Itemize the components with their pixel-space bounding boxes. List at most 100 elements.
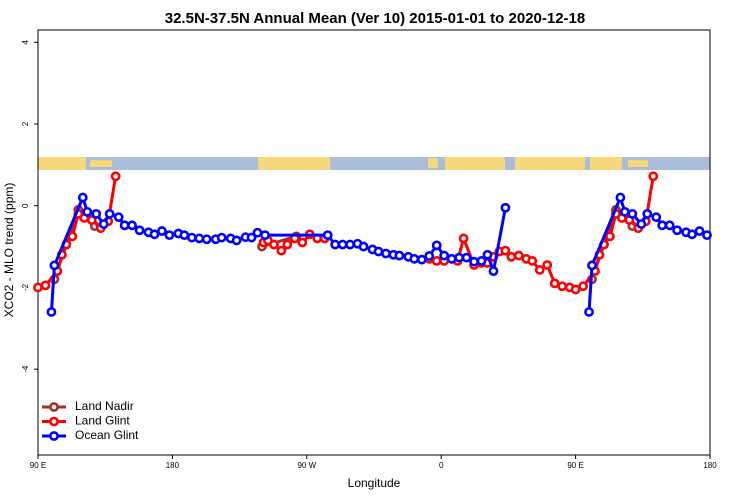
data-point: [642, 208, 653, 219]
plot-frame: [37, 29, 711, 456]
data-point: [157, 226, 167, 236]
data-point: [619, 206, 630, 217]
data-point: [201, 234, 212, 245]
series: [33, 171, 659, 295]
map-strip: [38, 157, 710, 170]
legend-label: Land Nadir: [75, 399, 134, 413]
y-axis-title: XCO2 - MLO trend (ppm): [2, 183, 16, 318]
data-point: [416, 254, 427, 265]
data-point: [527, 255, 538, 266]
data-point: [500, 245, 511, 256]
data-point: [216, 232, 227, 243]
data-point: [542, 260, 553, 270]
data-point: [33, 282, 43, 293]
legend-label: Ocean Glint: [75, 428, 139, 442]
data-point: [46, 307, 57, 317]
data-point: [587, 260, 597, 271]
data-point: [381, 248, 391, 259]
data-point: [297, 237, 308, 248]
data-point: [458, 233, 469, 244]
legend-label: Land Glint: [75, 414, 130, 428]
data-point: [186, 232, 197, 243]
y-tick-label: 4: [21, 39, 30, 44]
data-point: [687, 229, 697, 240]
data-point: [513, 250, 524, 261]
data-point: [488, 266, 499, 277]
data-point: [164, 230, 175, 241]
data-point: [672, 225, 683, 236]
data-point: [409, 253, 420, 264]
data-point: [49, 260, 60, 271]
data-point: [506, 251, 517, 262]
y-tick-label: -2: [21, 283, 30, 291]
data-point: [86, 215, 97, 225]
data-point: [454, 252, 465, 263]
data-point: [373, 246, 384, 257]
data-point: [119, 220, 130, 231]
series: [46, 192, 712, 317]
legend-marker: [49, 416, 59, 427]
data-point: [534, 264, 545, 275]
data-point: [98, 219, 109, 230]
data-point: [127, 220, 137, 231]
data-point: [424, 251, 435, 261]
data-point: [276, 245, 287, 256]
data-point: [231, 235, 242, 246]
data-point: [260, 230, 270, 241]
series-line: [37, 176, 118, 289]
data-point: [584, 307, 594, 317]
data-point: [482, 249, 493, 260]
data-point: [113, 212, 124, 223]
data-point: [664, 220, 675, 231]
data-point: [252, 227, 263, 238]
data-point: [82, 206, 93, 217]
data-point: [431, 240, 442, 251]
data-point: [91, 208, 102, 219]
data-point: [627, 208, 638, 219]
y-tick-label: -4: [21, 365, 30, 373]
data-point: [282, 239, 293, 250]
legend-marker: [49, 402, 59, 412]
data-point: [476, 255, 487, 266]
data-point: [269, 239, 279, 250]
x-tick-label: 90 W: [297, 461, 316, 470]
data-point: [578, 281, 588, 292]
data-point: [394, 250, 405, 261]
data-point: [149, 229, 160, 240]
data-point: [694, 226, 705, 236]
data-point: [40, 280, 51, 291]
chart-title: 32.5N-37.5N Annual Mean (Ver 10) 2015-01…: [165, 10, 585, 27]
data-point: [557, 281, 568, 292]
x-tick-label: 180: [166, 461, 180, 470]
data-point: [358, 241, 369, 252]
x-tick-label: 0: [439, 461, 444, 470]
data-point: [330, 239, 341, 250]
y-tick-label: 0: [21, 203, 30, 208]
data-point: [469, 256, 479, 267]
data-point: [636, 219, 647, 230]
data-point: [77, 192, 88, 203]
data-point: [194, 233, 205, 244]
x-tick-label: 90 E: [567, 461, 583, 470]
data-point: [549, 278, 560, 289]
data-point: [104, 208, 115, 219]
data-point: [605, 231, 615, 242]
data-point: [322, 230, 333, 241]
data-point: [657, 220, 668, 231]
data-point: [570, 284, 581, 295]
data-point: [179, 230, 190, 241]
data-point: [67, 231, 78, 242]
data-point: [651, 212, 662, 223]
data-point: [439, 250, 450, 261]
data-point: [461, 252, 472, 263]
x-tick-label: 90 E: [30, 461, 46, 470]
legend-marker: [49, 431, 59, 441]
data-point: [345, 239, 356, 250]
data-point: [134, 225, 145, 236]
data-point: [110, 171, 121, 182]
data-point: [446, 253, 457, 264]
x-axis-title: Longitude: [348, 476, 401, 490]
x-tick-label: 180: [703, 461, 717, 470]
data-point: [337, 239, 348, 250]
